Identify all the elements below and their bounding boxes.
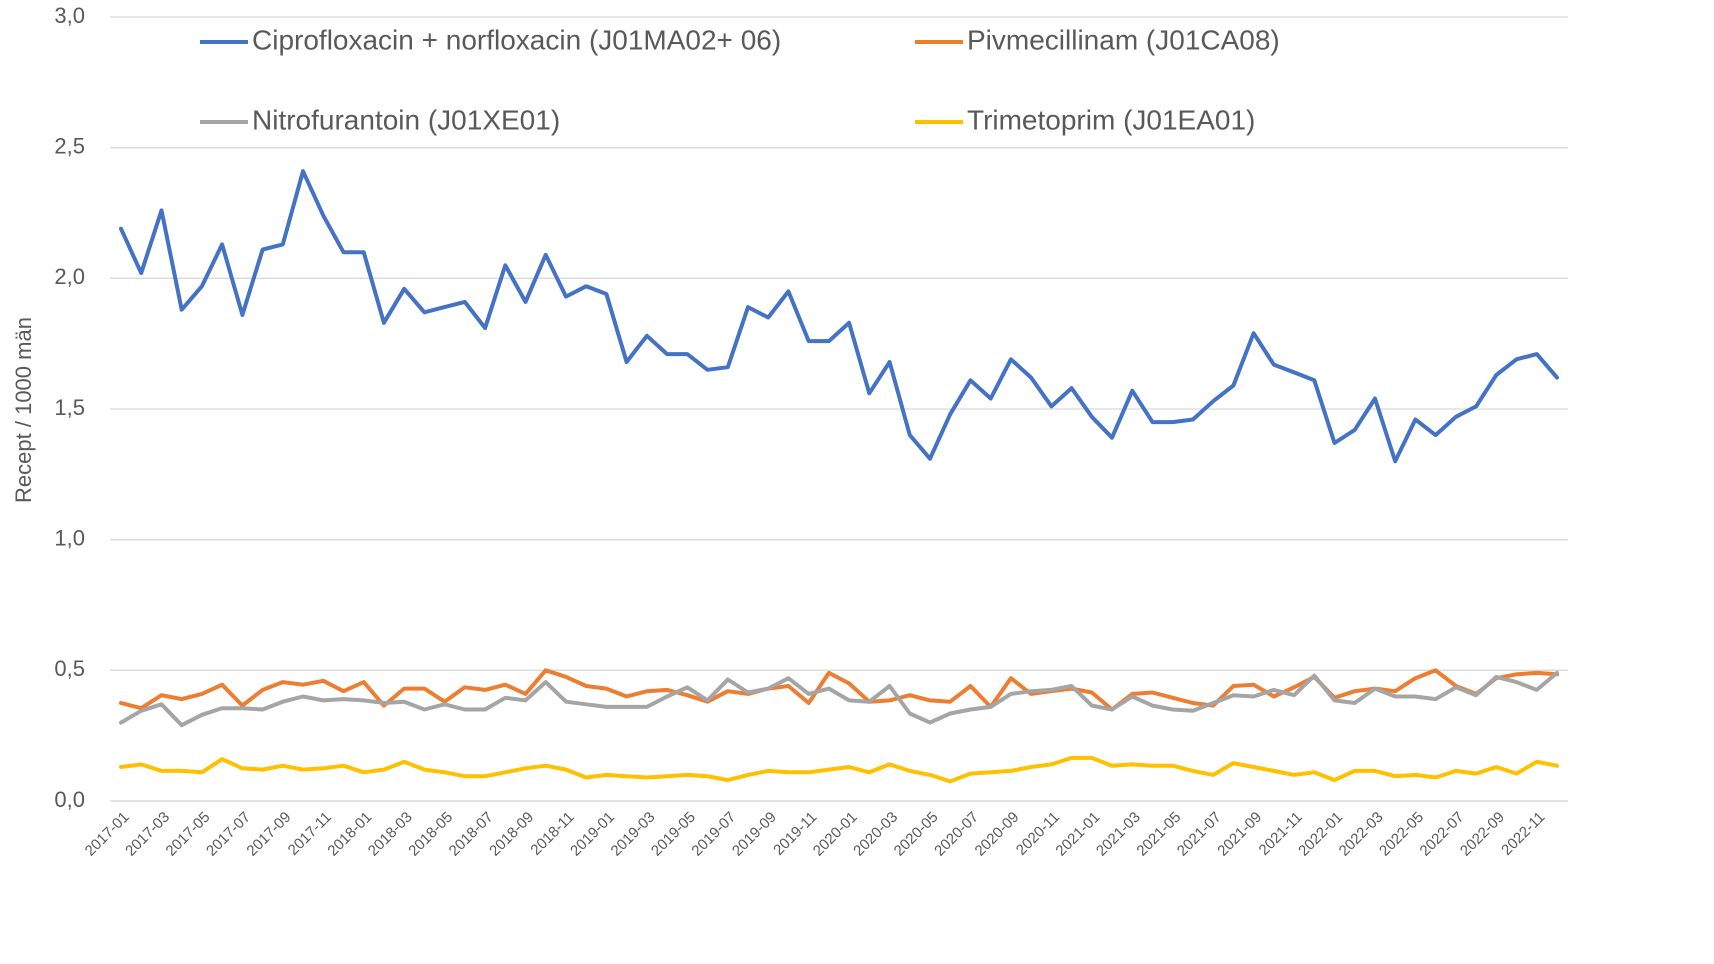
- x-tick-label: 2018-07: [446, 809, 497, 860]
- x-tick-label: 2017-09: [243, 809, 294, 860]
- x-tick-label: 2022-01: [1295, 809, 1346, 860]
- x-tick-label: 2019-01: [567, 809, 618, 860]
- x-tick-label: 2020-03: [850, 809, 901, 860]
- line-series: [119, 169, 1559, 464]
- x-tick-label: 2021-03: [1093, 809, 1144, 860]
- x-tick-label: 2017-05: [163, 809, 214, 860]
- y-tick-label: 2,0: [54, 264, 85, 289]
- x-tick-label: 2021-07: [1174, 809, 1225, 860]
- legend-label: Ciprofloxacin + norfloxacin (J01MA02+ 06…: [252, 24, 781, 55]
- x-tick-label: 2018-03: [365, 809, 416, 860]
- x-tick-label: 2019-07: [688, 809, 739, 860]
- x-tick-label: 2020-01: [810, 809, 861, 860]
- x-tick-label: 2021-05: [1133, 809, 1184, 860]
- legend-label: Nitrofurantoin (J01XE01): [252, 104, 560, 135]
- legend-label: Trimetoprim (J01EA01): [967, 104, 1255, 135]
- x-tick-label: 2022-09: [1457, 809, 1508, 860]
- x-tick-label: 2017-03: [122, 809, 173, 860]
- y-tick-label: 0,5: [54, 656, 85, 681]
- x-tick-label: 2019-05: [648, 809, 699, 860]
- x-tick-label: 2017-01: [82, 809, 133, 860]
- x-tick-label: 2022-11: [1498, 809, 1548, 859]
- x-tick-label: 2018-09: [486, 809, 537, 860]
- x-tick-label: 2020-07: [931, 809, 982, 860]
- y-tick-label: 1,5: [54, 395, 85, 420]
- x-tick-label: 2021-09: [1214, 809, 1265, 860]
- line-series: [119, 668, 1559, 712]
- x-tick-label: 2022-05: [1376, 809, 1427, 860]
- line-series: [119, 670, 1559, 728]
- x-tick-label: 2022-07: [1417, 809, 1468, 860]
- legend-label: Pivmecillinam (J01CA08): [967, 24, 1280, 55]
- y-axis-title: Recept / 1000 män: [11, 317, 36, 503]
- x-tick-label: 2019-09: [729, 809, 780, 860]
- line-series: [119, 755, 1559, 784]
- legend-background: [165, 18, 1345, 146]
- y-tick-label: 0,0: [54, 787, 85, 812]
- x-tick-label: 2019-03: [608, 809, 659, 860]
- y-tick-label: 3,0: [54, 3, 85, 28]
- x-tick-label: 2020-05: [891, 809, 942, 860]
- x-tick-label: 2021-01: [1052, 809, 1103, 860]
- x-tick-label: 2018-05: [405, 809, 456, 860]
- x-tick-label: 2022-03: [1336, 809, 1387, 860]
- y-tick-label: 2,5: [54, 133, 85, 158]
- x-tick-label: 2017-07: [203, 809, 254, 860]
- x-tick-label: 2018-01: [324, 809, 375, 860]
- y-tick-label: 1,0: [54, 525, 85, 550]
- x-tick-label: 2020-09: [972, 809, 1023, 860]
